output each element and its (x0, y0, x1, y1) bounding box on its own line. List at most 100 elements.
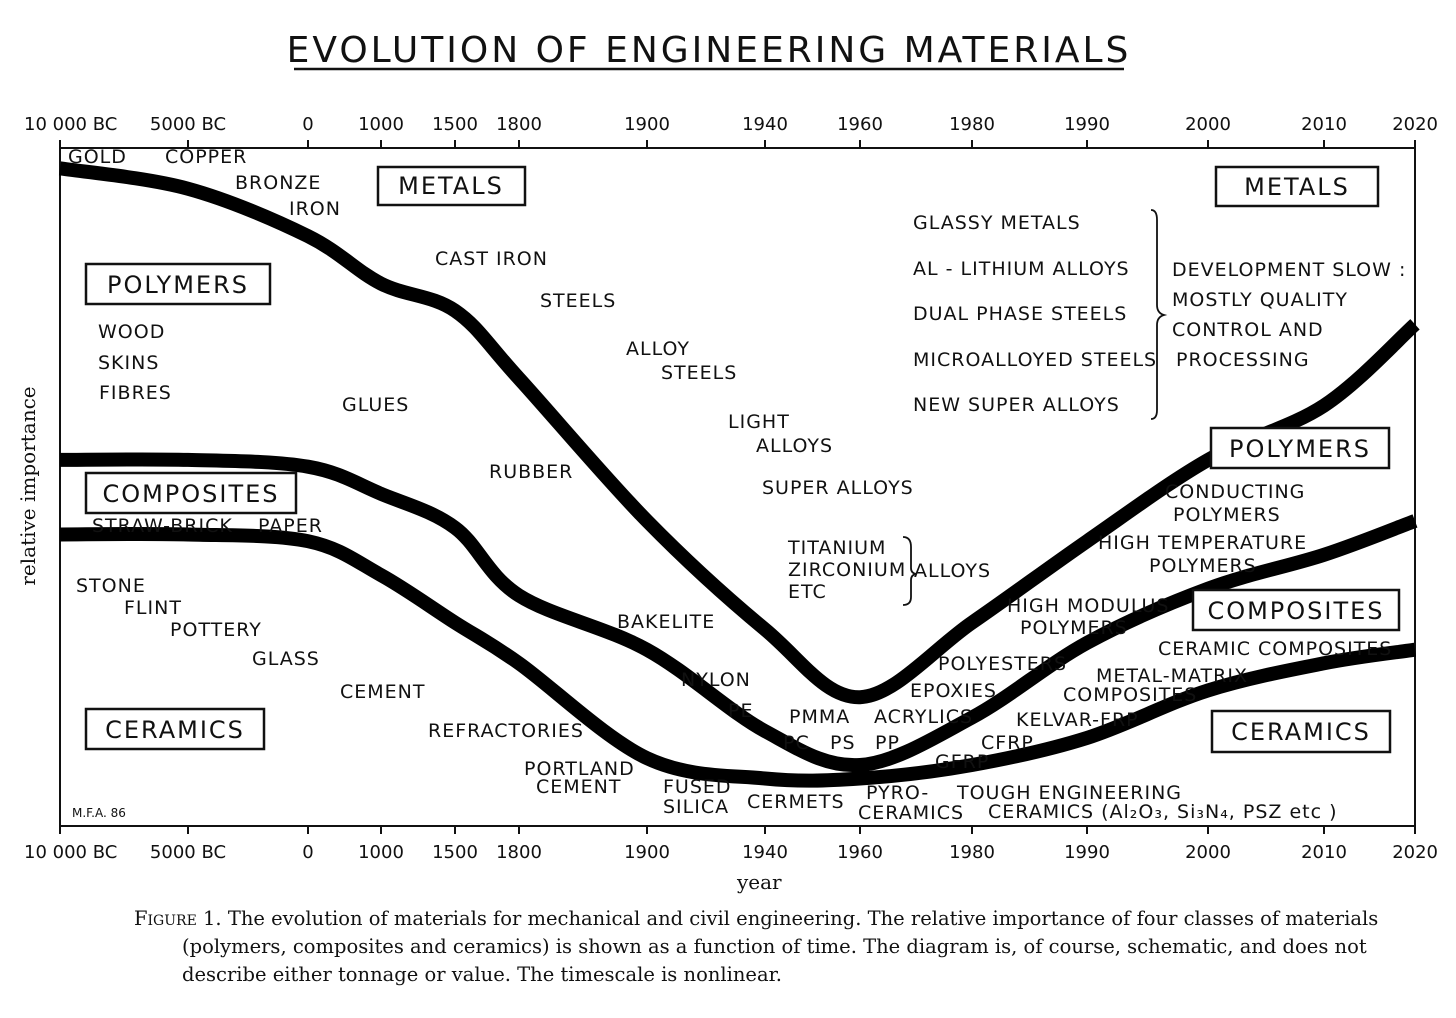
annotation-gfrp: GFRP (935, 751, 989, 773)
annotation-bakelite: BAKELITE (617, 611, 715, 633)
annotation-high-modulus-polymers: POLYMERS (1020, 617, 1128, 639)
annotation-super-alloys: SUPER ALLOYS (762, 477, 914, 499)
region-box-ceramics-left: CERAMICS (84, 707, 266, 751)
tick-label: 1990 (1064, 842, 1110, 863)
annotation-portland-cement: CEMENT (536, 776, 622, 798)
materials-chart: EVOLUTION OF ENGINEERING MATERIALS 10 00… (16, 30, 1438, 894)
annotation-high-temperature-polymers: POLYMERS (1149, 555, 1257, 577)
annotation-titanium: TITANIUM (787, 537, 886, 559)
annotation-light-alloys: ALLOYS (756, 435, 833, 457)
polymers-composites-boundary (59, 452, 1418, 773)
annotation-epoxies: EPOXIES (910, 680, 997, 702)
annotation-development-slow: DEVELOPMENT SLOW : (1172, 259, 1406, 281)
tick-label: 1990 (1064, 114, 1110, 135)
tick-label: 1980 (949, 842, 995, 863)
top-axis-ticks: 10 000 BC 5000 BC 0 1000 1500 1800 1900 1940 196… (24, 114, 1438, 148)
annotation-pp: PP (875, 732, 900, 754)
region-label: CERAMICS (105, 716, 245, 744)
annotation-fused: FUSED (663, 776, 732, 798)
annotation-cfrp: CFRP (981, 732, 1034, 754)
annotation-pe: PE (728, 700, 753, 722)
tick-label: 1800 (496, 842, 542, 863)
annotation-mostly-quality: MOSTLY QUALITY (1172, 289, 1348, 311)
tick-label: 0 (302, 842, 313, 863)
annotation-iron: IRON (289, 198, 341, 220)
tick-label: 1900 (624, 114, 670, 135)
region-box-metals-right: METALS (1214, 165, 1380, 208)
annotation-stone: STONE (76, 575, 146, 597)
annotation-paper: PAPER (258, 515, 323, 537)
tick-label: 2000 (1185, 114, 1231, 135)
annotation-pmma: PMMA (789, 706, 850, 728)
region-box-metals-left: METALS (376, 165, 527, 207)
annotation-portland: PORTLAND (524, 758, 635, 780)
tick-label: 1000 (358, 114, 404, 135)
annotation-light: LIGHT (728, 411, 790, 433)
tick-label: 2020 (1392, 842, 1438, 863)
annotation-glues: GLUES (342, 394, 409, 416)
tick-label: 1940 (742, 842, 788, 863)
tick-label: 0 (302, 114, 313, 135)
tick-label: 1960 (837, 842, 883, 863)
figure-label: Figure 1. (134, 907, 222, 930)
region-box-polymers-left: POLYMERS (84, 262, 272, 306)
boundary-curves (58, 161, 1420, 788)
tick-label: 1960 (837, 114, 883, 135)
annotation-ceramic-composites: CERAMIC COMPOSITES (1158, 638, 1392, 660)
annotation-metal-matrix: METAL-MATRIX (1096, 665, 1248, 687)
annotation-control-and: CONTROL AND (1172, 319, 1324, 341)
region-box-ceramics-right: CERAMICS (1210, 709, 1392, 754)
region-label: METALS (398, 172, 504, 200)
tick-label: 2000 (1185, 842, 1231, 863)
tick-label: 1980 (949, 114, 995, 135)
region-label: POLYMERS (1229, 435, 1371, 463)
bottom-axis-ticks: 10 000 BC 5000 BC 0 1000 1500 1800 1900 1940 196… (24, 826, 1438, 863)
annotation-processing: PROCESSING (1176, 349, 1310, 371)
plot-frame (59, 147, 1416, 827)
brace-modern-metals (1150, 209, 1168, 420)
annotation-conducting-polymers: POLYMERS (1173, 504, 1281, 526)
tick-label: 5000 BC (150, 842, 226, 863)
annotation-steels: STEELS (540, 290, 616, 312)
annotation-fibres: FIBRES (99, 382, 172, 404)
annotation-alloy: ALLOY (626, 338, 690, 360)
annotation-cermets: CERMETS (747, 791, 845, 813)
annotation-bronze: BRONZE (235, 172, 321, 194)
annotation-conducting: CONDUCTING (1165, 481, 1305, 503)
region-box-composites-left: COMPOSITES (84, 471, 298, 515)
annotation-acrylics: ACRYLICS (874, 706, 973, 728)
tick-label: 2020 (1392, 114, 1438, 135)
annotation-alloy-steels: STEELS (661, 362, 737, 384)
annotation-tough-engineering: TOUGH ENGINEERING (956, 782, 1182, 804)
region-box-composites-right: COMPOSITES (1191, 588, 1401, 632)
annotation-straw-brick: STRAW-BRICK (92, 515, 233, 537)
annotation-kelvar-frp: KELVAR-FRP (1016, 709, 1139, 731)
tick-label: 2010 (1301, 842, 1347, 863)
region-box-polymers-right: POLYMERS (1209, 426, 1391, 470)
annotation-polyesters: POLYESTERS (938, 653, 1067, 675)
annotation-glassy-metals: GLASSY METALS (913, 212, 1081, 234)
tick-label: 10 000 BC (24, 842, 117, 863)
annotation-copper: COPPER (165, 146, 247, 168)
annotation-gold: GOLD (68, 146, 127, 168)
tick-label: 5000 BC (150, 114, 226, 135)
chart-title: EVOLUTION OF ENGINEERING MATERIALS (287, 30, 1132, 71)
annotation-pyro-ceramics: CERAMICS (858, 802, 964, 824)
annotation-microalloyed: MICROALLOYED STEELS (913, 349, 1157, 371)
x-axis-label: year (736, 870, 782, 894)
tick-label: 1500 (432, 114, 478, 135)
region-label: POLYMERS (107, 271, 249, 299)
annotation-tough-ceramics: CERAMICS (Al₂O₃, Si₃N₄, PSZ etc ) (988, 801, 1338, 823)
annotation-nylon: NYLON (681, 669, 751, 691)
annotation-refractories: REFRACTORIES (428, 720, 584, 742)
tick-label: 1800 (496, 114, 542, 135)
annotation-pottery: POTTERY (170, 619, 262, 641)
annotation-zirconium: ZIRCONIUM (788, 559, 906, 581)
tick-label: 1900 (624, 842, 670, 863)
region-label: COMPOSITES (102, 480, 279, 508)
tick-label: 1940 (742, 114, 788, 135)
annotation-cement: CEMENT (340, 681, 426, 703)
metals-polymers-boundary (58, 161, 1420, 705)
annotation-etc: ETC (788, 581, 827, 603)
annotation-cast-iron: CAST IRON (435, 248, 548, 270)
